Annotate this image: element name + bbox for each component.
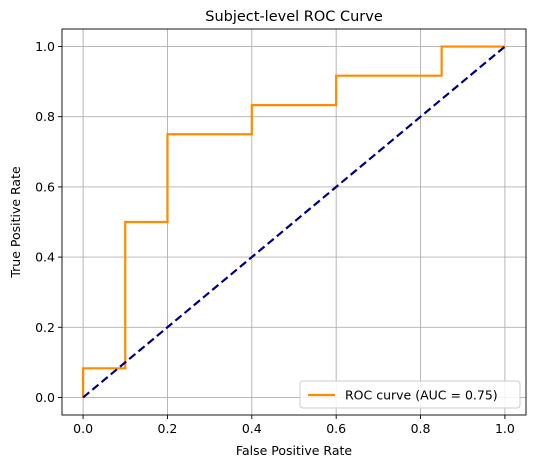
x-axis-label: False Positive Rate (236, 443, 352, 458)
legend: ROC curve (AUC = 0.75) (299, 380, 521, 409)
legend-box (299, 380, 521, 409)
y-tick-label-4: 0.8 (35, 109, 55, 124)
chance-diagonal-line (82, 45, 506, 399)
x-tick-label-1: 0.2 (158, 421, 178, 436)
y-tick-label-2: 0.4 (35, 250, 55, 265)
y-tick-label-1: 0.2 (35, 320, 55, 335)
y-axis-label: True Positive Rate (8, 166, 23, 279)
x-tick-label-0: 0.0 (73, 421, 93, 436)
x-tick-label-3: 0.6 (326, 421, 346, 436)
x-tick-label-4: 0.8 (411, 421, 431, 436)
roc-curve-line (81, 45, 505, 398)
legend-label-roc: ROC curve (AUC = 0.75) (345, 388, 498, 403)
x-tick-label-2: 0.4 (242, 421, 262, 436)
y-tick-label-3: 0.6 (35, 179, 55, 194)
chart-title: Subject-level ROC Curve (205, 9, 383, 25)
y-tick-label-5: 1.0 (35, 39, 55, 54)
x-tick-label-5: 1.0 (495, 421, 515, 436)
ticks: 0.0 0.2 0.4 0.6 0.8 1.0 0.0 0.2 0.4 0.6 0.8 1.0 (35, 39, 515, 436)
series-layer (81, 45, 506, 399)
y-tick-label-0: 0.0 (35, 390, 55, 405)
plot-frame (61, 28, 527, 416)
